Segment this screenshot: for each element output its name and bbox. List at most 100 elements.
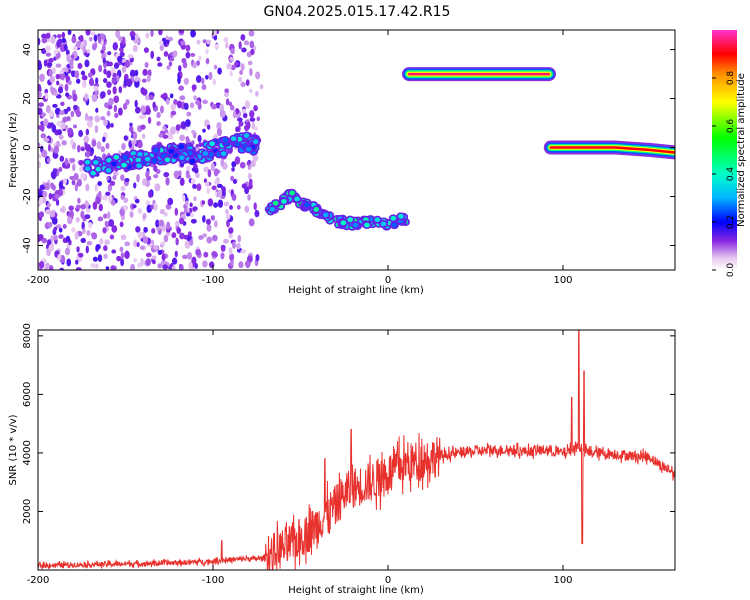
noise-blob (124, 241, 131, 247)
noise-blob (228, 227, 234, 234)
noise-blob (45, 52, 52, 57)
noise-blob (180, 40, 186, 46)
trace_segment_2-blob (347, 217, 353, 223)
descending_trace-blob (137, 151, 143, 157)
noise-blob (175, 124, 181, 131)
noise-blob (206, 39, 212, 45)
noise-blob (159, 105, 164, 114)
noise-blob (50, 235, 54, 243)
noise-blob (73, 104, 78, 111)
spectrogram-marks (38, 30, 675, 270)
noise-blob (97, 190, 102, 199)
noise-blob (145, 32, 150, 39)
noise-blob (179, 217, 185, 225)
noise-blob (170, 103, 176, 111)
noise-blob (102, 57, 107, 64)
noise-blob (72, 45, 78, 51)
noise-blob (113, 170, 119, 177)
noise-blob (142, 235, 148, 244)
noise-blob (120, 252, 125, 260)
noise-blob (45, 209, 51, 215)
snr-x-axis-label: Height of straight line (km) (288, 585, 424, 596)
noise-blob (150, 204, 154, 210)
noise-blob (120, 194, 125, 200)
noise-blob (177, 100, 182, 109)
noise-blob (57, 86, 64, 94)
noise-blob (124, 59, 130, 69)
noise-blob (69, 210, 74, 218)
noise-blob (206, 124, 211, 130)
spectrogram-x-tick-label: -200 (27, 275, 50, 286)
descending_trace-blob (92, 160, 99, 165)
noise-blob (110, 265, 116, 270)
noise-blob (167, 36, 174, 42)
noise-blob (103, 253, 108, 259)
noise-blob (245, 79, 250, 86)
noise-blob (147, 116, 152, 124)
noise-blob (117, 107, 123, 116)
descending_trace-blob (121, 162, 127, 168)
noise-blob (84, 214, 91, 220)
noise-blob (185, 119, 191, 127)
noise-blob (188, 261, 193, 270)
noise-blob (111, 78, 116, 85)
noise-blob (59, 110, 65, 116)
spectrogram-x-tick-label: 0 (385, 275, 391, 286)
noise-blob (102, 77, 108, 84)
noise-blob (232, 241, 236, 249)
noise-blob (255, 71, 261, 80)
noise-blob (106, 70, 112, 79)
noise-blob (173, 170, 180, 179)
noise-blob (251, 121, 256, 130)
noise-blob (160, 260, 167, 266)
noise-blob (201, 200, 206, 205)
noise-blob (121, 65, 127, 73)
noise-blob (64, 247, 71, 256)
noise-blob (241, 183, 247, 189)
noise-blob (201, 84, 207, 91)
noise-blob (254, 126, 258, 131)
noise-blob (214, 179, 220, 186)
noise-blob (58, 181, 63, 189)
descending_trace-blob (243, 133, 250, 138)
noise-blob (65, 92, 70, 97)
noise-blob (171, 257, 178, 265)
spectrogram-x-axis-label: Height of straight line (km) (288, 285, 424, 296)
noise-blob (87, 115, 94, 121)
noise-blob (129, 69, 136, 78)
trace_segment_2-blob (340, 220, 347, 226)
noise-blob (60, 101, 65, 107)
noise-blob (53, 91, 59, 97)
noise-blob (106, 110, 111, 117)
noise-blob (161, 253, 166, 261)
snr-y-tick-label: 8000 (22, 323, 33, 348)
noise-blob (134, 99, 138, 108)
noise-blob (150, 50, 155, 59)
noise-blob (148, 190, 153, 198)
trace_segment_2-blob (364, 222, 370, 228)
noise-blob (43, 182, 50, 187)
noise-blob (142, 68, 148, 76)
noise-blob (165, 177, 170, 186)
noise-blob (119, 246, 124, 252)
noise-blob (64, 157, 69, 167)
noise-blob (56, 120, 63, 127)
noise-blob (205, 218, 211, 225)
noise-blob (223, 238, 229, 244)
noise-blob (77, 62, 83, 70)
noise-blob (103, 245, 108, 252)
noise-blob (125, 99, 130, 106)
noise-blob (63, 44, 68, 51)
noise-blob (105, 191, 111, 196)
noise-blob (172, 50, 178, 58)
noise-blob (137, 207, 143, 214)
snr-y-tick-label: 6000 (22, 382, 33, 407)
noise-blob (126, 78, 133, 88)
noise-blob (78, 159, 84, 166)
noise-blob (163, 234, 169, 243)
noise-blob (179, 232, 185, 240)
noise-blob (211, 185, 217, 191)
trace_segment_2-blob (313, 207, 320, 212)
noise-blob (80, 172, 86, 180)
